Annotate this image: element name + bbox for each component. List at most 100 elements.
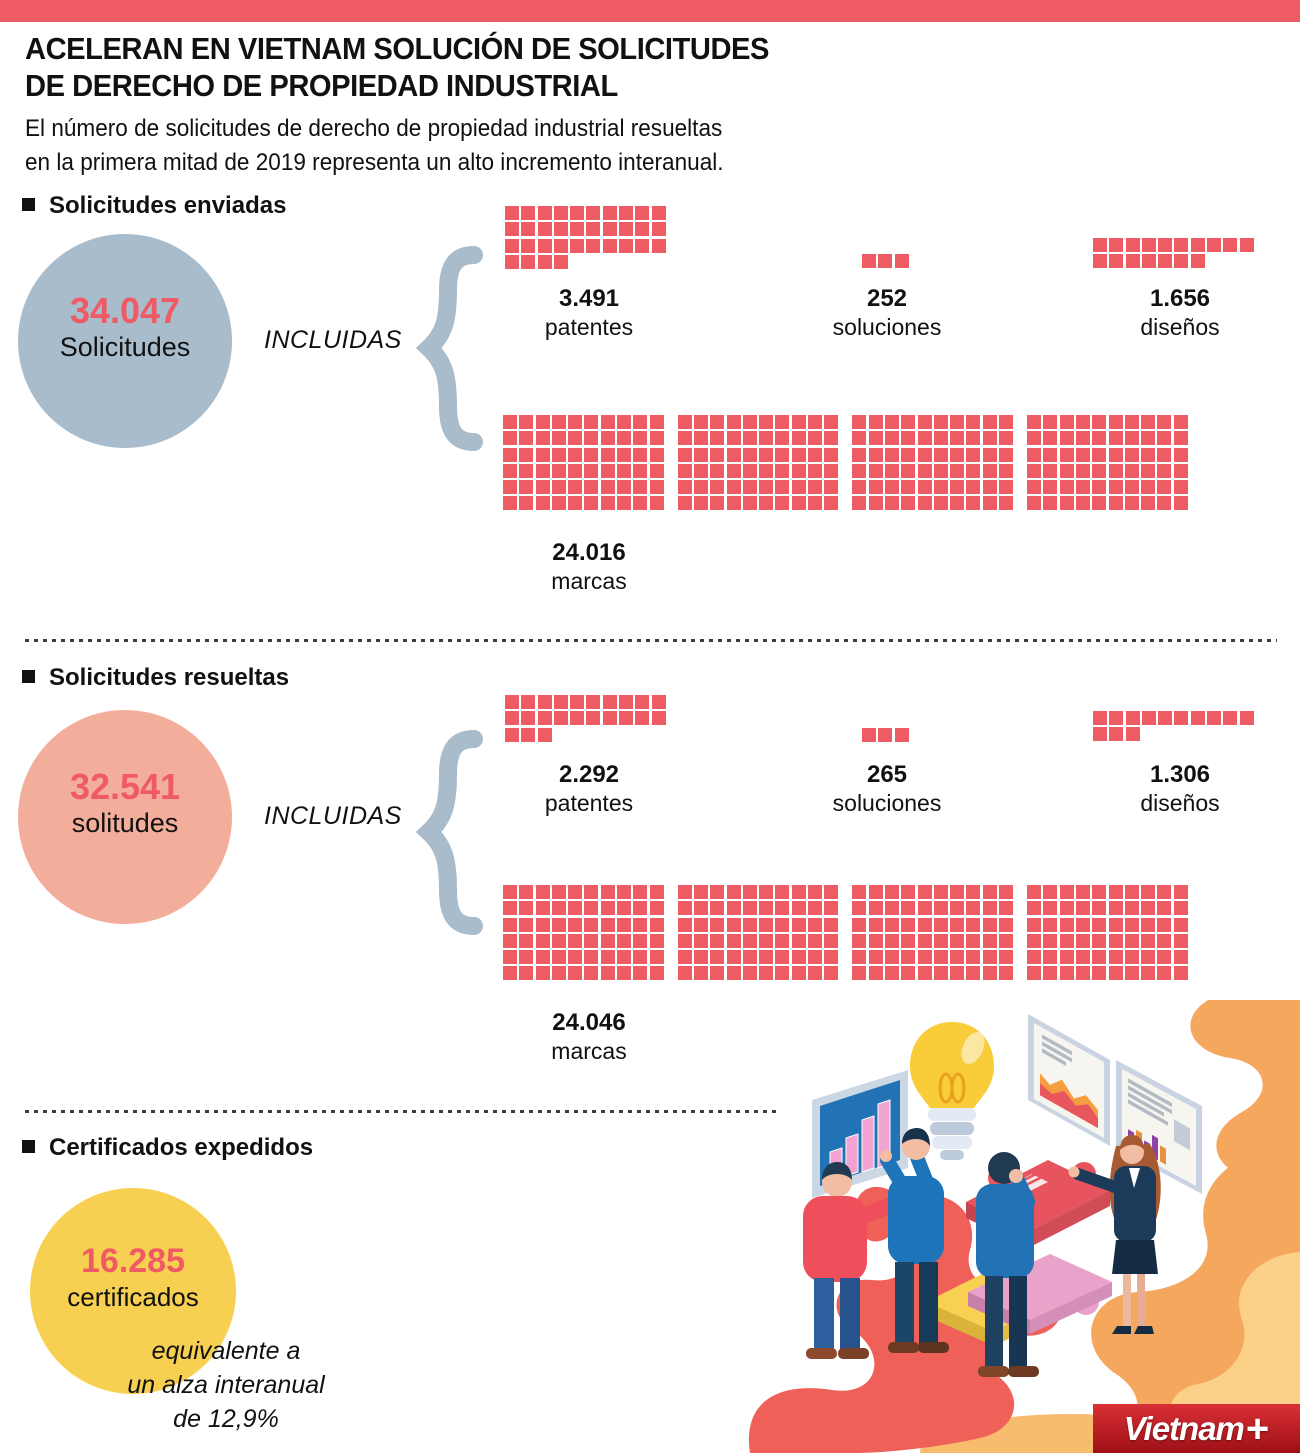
waffle-square: [503, 415, 517, 429]
label-enviadas-soluciones: 252 soluciones: [792, 284, 982, 341]
waffle-square: [710, 447, 725, 462]
waffle-square: [884, 917, 899, 932]
person-red-shirt: [803, 1162, 914, 1359]
waffle-square: [1027, 917, 1042, 932]
waffle-square: [537, 695, 552, 709]
waffle-square: [503, 496, 517, 511]
waffle-square: [651, 206, 666, 220]
waffle-square: [693, 463, 708, 478]
waffle-square: [519, 431, 534, 446]
waffle-square: [1108, 480, 1123, 495]
waffle-square: [1174, 238, 1189, 252]
waffle-square: [1108, 496, 1123, 511]
label-resueltas-patentes: 2.292 patentes: [494, 760, 684, 817]
waffle-square: [519, 415, 534, 429]
label-resueltas-disenos: 1.306 diseños: [1085, 760, 1275, 817]
waffle-square: [982, 917, 997, 932]
waffle-square: [677, 415, 692, 429]
waffle-square: [950, 885, 965, 899]
waffle-square: [950, 431, 965, 446]
waffle-square: [824, 950, 839, 965]
waffle-square: [759, 950, 774, 965]
waffle-square: [505, 222, 519, 237]
waffle-square: [535, 447, 550, 462]
waffle-square: [982, 901, 997, 916]
waffle-square: [651, 695, 666, 709]
waffle-square: [551, 431, 566, 446]
waffle-square: [1059, 447, 1074, 462]
waffle-square: [884, 463, 899, 478]
waffle-square: [1239, 238, 1254, 252]
waffle-square: [862, 254, 876, 268]
waffle-square: [1027, 496, 1042, 511]
waffle-square: [884, 966, 899, 981]
waffle-square: [917, 966, 932, 981]
waffle-square: [950, 917, 965, 932]
waffle-square: [503, 480, 517, 495]
waffle-square: [1124, 496, 1139, 511]
waffle-square: [999, 447, 1014, 462]
waffle-square: [894, 728, 909, 742]
waffle-square: [791, 431, 806, 446]
waffle-square: [982, 463, 997, 478]
waffle-square: [535, 901, 550, 916]
waffle-square: [1043, 917, 1058, 932]
waffle-square: [868, 885, 883, 899]
waffle-square: [617, 966, 632, 981]
waffle-square: [775, 933, 790, 948]
label-enviadas-marcas: 24.016 marcas: [494, 538, 684, 595]
waffle-square: [966, 496, 981, 511]
waffle-square: [852, 917, 867, 932]
waffle-square: [868, 431, 883, 446]
waffle-square: [677, 950, 692, 965]
waffle-square: [933, 447, 948, 462]
waffle-square: [901, 950, 916, 965]
waffle-square: [505, 254, 519, 269]
waffle-square: [1075, 496, 1090, 511]
waffle-square: [1075, 415, 1090, 429]
waffle-square: [982, 480, 997, 495]
waffle-square: [617, 917, 632, 932]
waffle-square: [862, 728, 876, 742]
waffle-square: [584, 901, 599, 916]
total-enviadas-value: 34.047: [69, 290, 181, 331]
waffle-square: [1075, 447, 1090, 462]
waffle-square: [775, 901, 790, 916]
waffle-square: [884, 431, 899, 446]
waffle-square: [1124, 917, 1139, 932]
waffle-block: [503, 415, 664, 513]
waffle-square: [933, 431, 948, 446]
waffle-square: [824, 447, 839, 462]
waffle-square: [651, 238, 666, 253]
waffle-square: [584, 463, 599, 478]
waffle-square: [553, 238, 568, 253]
waffle-square: [633, 885, 648, 899]
waffle-square: [551, 966, 566, 981]
top-accent-bar: [0, 0, 1300, 22]
waffle-square: [917, 917, 932, 932]
unit-enviadas-soluciones: soluciones: [832, 314, 942, 340]
waffle-square: [1124, 950, 1139, 965]
waffle-square: [852, 415, 867, 429]
waffle-square: [505, 711, 519, 726]
waffle-square: [775, 496, 790, 511]
waffle-square: [901, 496, 916, 511]
waffle-square: [633, 480, 648, 495]
waffle-square: [999, 415, 1014, 429]
waffle-square: [505, 695, 519, 709]
waffle-square: [551, 463, 566, 478]
waffle-square: [726, 933, 741, 948]
waffle-square: [710, 480, 725, 495]
waffle-square: [1027, 901, 1042, 916]
waffle-square: [568, 950, 583, 965]
waffle-square: [742, 431, 757, 446]
waffle-square: [535, 431, 550, 446]
waffle-square: [742, 966, 757, 981]
waffle-square: [586, 222, 601, 237]
waffle-square: [519, 933, 534, 948]
waffle-square: [649, 966, 664, 981]
waffle-square: [852, 431, 867, 446]
waffle-square: [633, 966, 648, 981]
waffle-square: [521, 711, 536, 726]
waffle-square: [1109, 727, 1124, 742]
